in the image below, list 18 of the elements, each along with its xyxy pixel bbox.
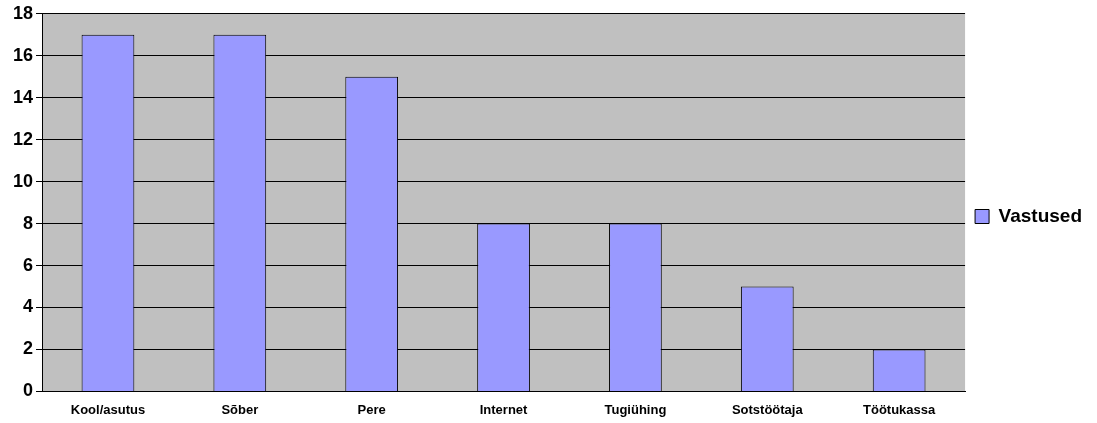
y-tick-label: 4 (23, 296, 34, 317)
x-tick-label: Sõber (221, 401, 259, 417)
y-tick-label: 10 (12, 170, 34, 191)
y-tick-label: 8 (23, 212, 34, 233)
x-tick-label: Sotstöötaja (731, 401, 804, 417)
y-tick-label: 14 (12, 86, 34, 107)
legend-label: Vastused (998, 204, 1083, 226)
y-tick-label: 0 (23, 380, 34, 401)
x-tick-label: Kool/asutus (70, 401, 146, 417)
x-tick-label: Töötukassa (863, 401, 937, 417)
y-tick-label: 6 (23, 254, 34, 275)
x-tick-label: Tugiühing (604, 401, 667, 417)
y-tick-label: 18 (12, 2, 34, 23)
y-tick-label: 12 (12, 128, 34, 149)
y-tick-label: 16 (12, 44, 34, 65)
y-tick-label: 2 (23, 338, 34, 359)
x-tick-label: Pere (357, 401, 386, 417)
x-tick-label: Internet (479, 401, 529, 417)
